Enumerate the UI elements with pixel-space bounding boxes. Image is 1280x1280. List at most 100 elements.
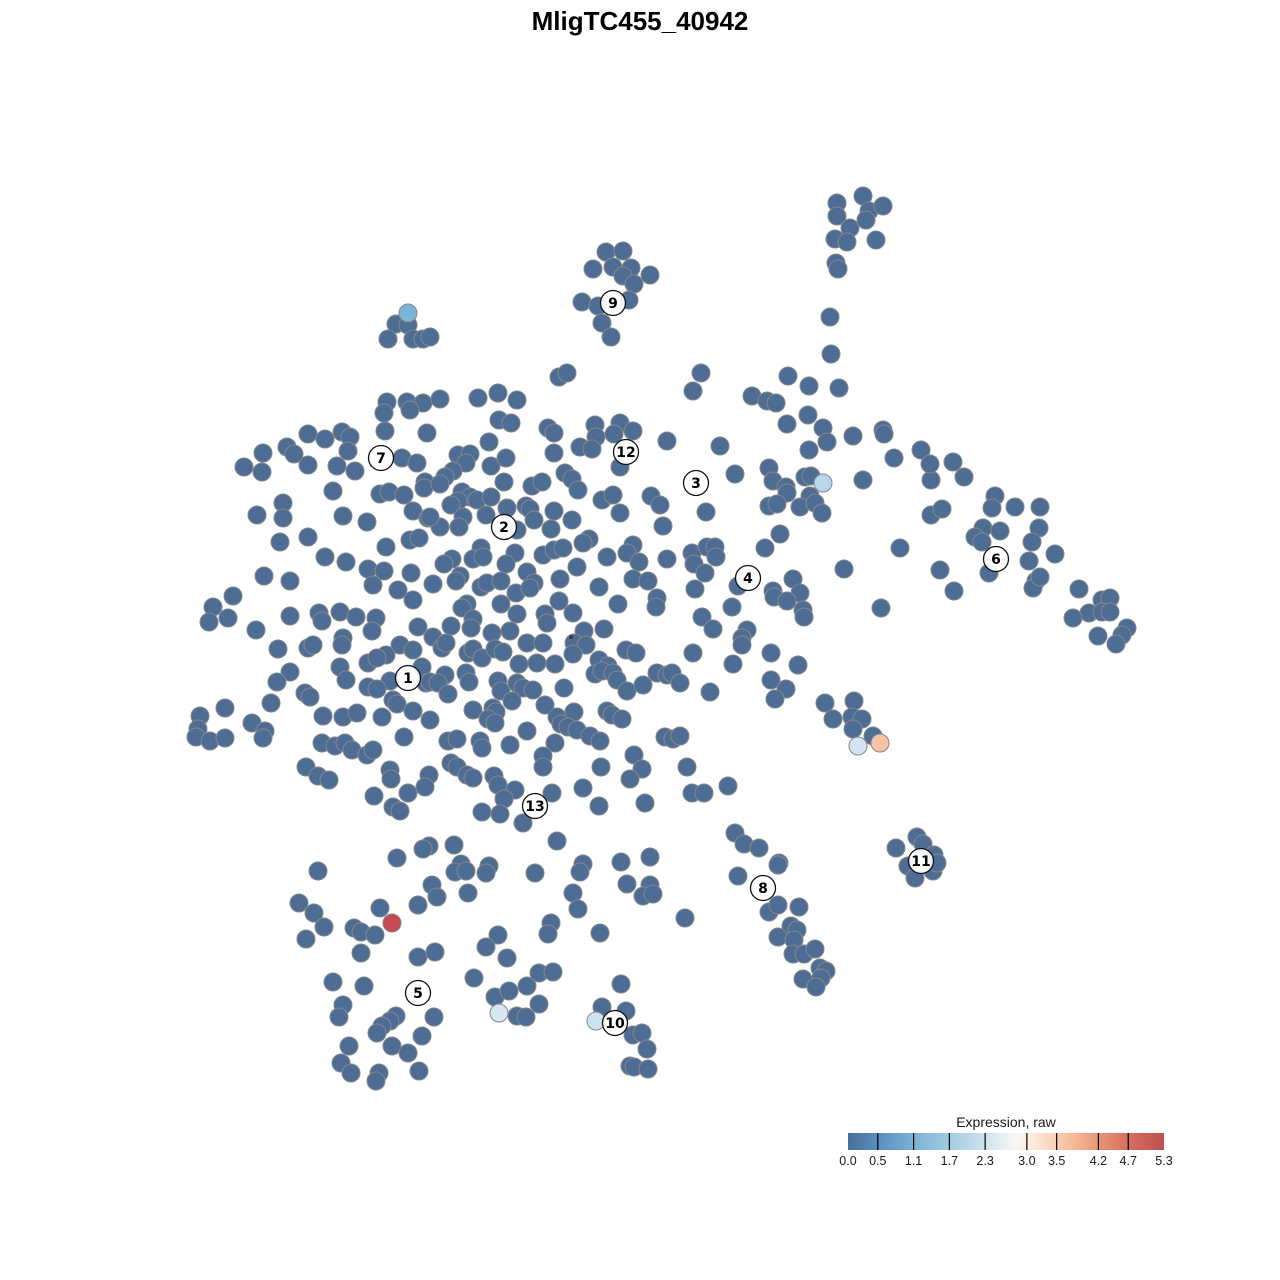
data-point — [944, 581, 964, 601]
legend-ticks: 0.0 0.5 1.1 1.7 2.3 3.0 3.5 4.2 4.7 5.3 — [839, 1133, 1173, 1168]
data-point — [330, 602, 350, 622]
data-point — [582, 439, 602, 459]
data-point — [1088, 626, 1108, 646]
data-point — [629, 552, 649, 572]
data-point — [284, 444, 304, 464]
data-point — [253, 443, 273, 463]
data-point — [611, 852, 631, 872]
cluster-label-circle — [521, 792, 549, 820]
data-point — [921, 470, 941, 490]
tiny-mark — [569, 635, 573, 639]
data-point — [972, 532, 992, 552]
data-point — [338, 441, 358, 461]
data-point — [513, 813, 533, 833]
data-point — [820, 307, 840, 327]
data-point — [635, 793, 655, 813]
data-point — [408, 617, 428, 637]
data-point — [657, 431, 677, 451]
data-point — [683, 643, 703, 663]
data-point — [298, 527, 318, 547]
data-point — [768, 855, 788, 875]
data-point — [990, 521, 1010, 541]
data-point — [545, 733, 565, 753]
cluster-label-number: 8 — [758, 881, 768, 897]
data-point — [501, 413, 521, 433]
data-point — [632, 1023, 652, 1043]
data-point — [488, 383, 508, 403]
data-point — [493, 642, 513, 662]
data-point — [491, 571, 511, 591]
data-point — [420, 507, 440, 527]
data-point — [509, 654, 529, 674]
data-point — [315, 547, 335, 567]
data-point — [472, 802, 492, 822]
data-point — [766, 393, 786, 413]
data-point — [542, 783, 562, 803]
data-point — [270, 532, 290, 552]
data-point — [476, 505, 496, 525]
data-point — [357, 512, 377, 532]
expression-point — [813, 473, 833, 493]
data-point — [473, 547, 493, 567]
data-point — [464, 968, 484, 988]
data-point — [610, 503, 630, 523]
data-point — [223, 586, 243, 606]
data-point — [261, 693, 281, 713]
data-point — [982, 498, 1002, 518]
data-point — [496, 448, 516, 468]
expression-point — [398, 303, 418, 323]
data-point — [691, 363, 711, 383]
data-point — [403, 590, 423, 610]
data-point — [280, 571, 300, 591]
data-point — [694, 783, 714, 803]
data-point — [749, 838, 769, 858]
data-point — [603, 485, 623, 505]
data-point — [789, 897, 809, 917]
cluster-label-12: 12 — [612, 438, 640, 466]
data-point — [427, 887, 447, 907]
data-point — [930, 560, 950, 580]
data-point — [920, 454, 940, 474]
cluster-label-number: 3 — [691, 476, 701, 492]
data-point — [590, 923, 610, 943]
data-point — [441, 616, 461, 636]
data-point — [312, 611, 332, 631]
data-point — [394, 727, 414, 747]
data-point — [657, 549, 677, 569]
data-point — [449, 517, 469, 537]
data-point — [496, 554, 516, 574]
data-point — [289, 893, 309, 913]
data-point — [398, 1043, 418, 1063]
data-point — [817, 432, 837, 452]
data-point — [366, 1071, 386, 1091]
data-point — [327, 456, 347, 476]
data-point — [412, 1026, 432, 1046]
data-point — [611, 974, 631, 994]
data-point — [544, 443, 564, 463]
data-point — [303, 635, 323, 655]
data-point — [837, 232, 857, 252]
legend-tick-label: 3.0 — [1018, 1154, 1035, 1168]
data-point — [1030, 497, 1050, 517]
data-point — [315, 429, 335, 449]
cluster-label-circle — [734, 564, 762, 592]
legend-tick-label: 2.3 — [976, 1154, 993, 1168]
data-point — [633, 675, 653, 695]
data-point — [387, 848, 407, 868]
data-point — [943, 452, 963, 472]
points-layer — [186, 186, 1137, 1091]
data-point — [430, 474, 450, 494]
cluster-label-circle — [907, 847, 935, 875]
data-point — [332, 635, 352, 655]
data-point — [403, 701, 423, 721]
cluster-label-circle — [599, 289, 627, 317]
data-point — [722, 597, 742, 617]
data-point — [336, 552, 356, 572]
data-point — [520, 578, 540, 598]
data-point — [640, 847, 660, 867]
data-point — [828, 259, 848, 279]
data-point — [413, 839, 433, 859]
cluster-label-circle — [682, 469, 710, 497]
data-point — [1005, 497, 1025, 517]
data-point — [490, 804, 510, 824]
